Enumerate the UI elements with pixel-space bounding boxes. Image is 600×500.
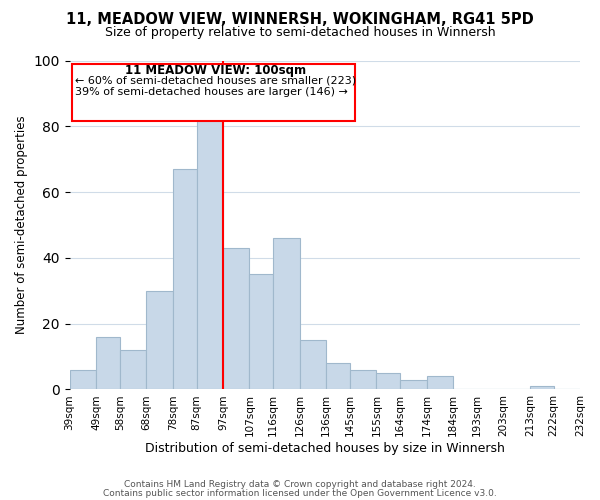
Bar (96, 337, 120, 390)
Bar (173, 169, 197, 390)
Bar (70, 370, 96, 390)
Bar (326, 363, 350, 390)
Text: 39% of semi-detached houses are larger (146) →: 39% of semi-detached houses are larger (… (75, 87, 347, 97)
X-axis label: Distribution of semi-detached houses by size in Winnersh: Distribution of semi-detached houses by … (145, 442, 505, 455)
Text: 11 MEADOW VIEW: 100sqm: 11 MEADOW VIEW: 100sqm (75, 66, 256, 78)
Bar (197, 120, 223, 390)
Text: 11, MEADOW VIEW, WINNERSH, WOKINGHAM, RG41 5PD: 11, MEADOW VIEW, WINNERSH, WOKINGHAM, RG… (66, 12, 534, 28)
Text: Contains public sector information licensed under the Open Government Licence v3: Contains public sector information licen… (103, 488, 497, 498)
Text: Contains HM Land Registry data © Crown copyright and database right 2024.: Contains HM Land Registry data © Crown c… (124, 480, 476, 489)
Bar (350, 370, 376, 390)
Bar (273, 238, 300, 390)
Text: 11 MEADOW VIEW: 100sqm: 11 MEADOW VIEW: 100sqm (125, 64, 305, 78)
Bar (300, 340, 326, 390)
Bar (530, 386, 554, 390)
Bar (376, 373, 400, 390)
Text: ← 60% of semi-detached houses are smaller (223): ← 60% of semi-detached houses are smalle… (75, 76, 356, 86)
Bar (120, 350, 146, 390)
Bar (250, 274, 273, 390)
Y-axis label: Number of semi-detached properties: Number of semi-detached properties (15, 116, 28, 334)
Bar (223, 248, 250, 390)
FancyBboxPatch shape (72, 64, 355, 122)
Text: Size of property relative to semi-detached houses in Winnersh: Size of property relative to semi-detach… (104, 26, 496, 39)
Bar (400, 380, 427, 390)
Bar (146, 291, 173, 390)
Bar (427, 376, 453, 390)
